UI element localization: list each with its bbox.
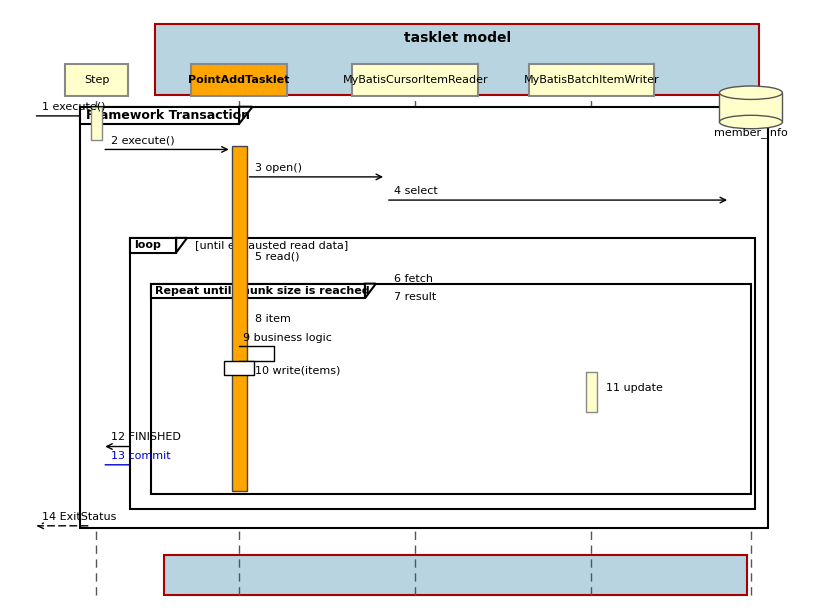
Text: 14 ExitStatus: 14 ExitStatus [42, 512, 117, 522]
Text: 11 update: 11 update [606, 384, 663, 393]
Text: member_info: member_info [714, 127, 788, 138]
Bar [224, 361, 254, 375]
Text: 5 read(): 5 read() [255, 251, 300, 261]
Bar [130, 238, 755, 509]
Text: 1 execute(): 1 execute() [42, 102, 106, 112]
Text: 4 select: 4 select [394, 186, 438, 196]
Text: 8 item: 8 item [255, 314, 291, 324]
Polygon shape [239, 107, 253, 124]
Text: MyBatisCursorItemReader: MyBatisCursorItemReader [342, 75, 488, 85]
Text: 12 FINISHED: 12 FINISHED [111, 432, 180, 442]
Text: Step: Step [84, 75, 109, 85]
Bar [151, 284, 751, 494]
Bar [232, 146, 247, 491]
Text: 3 open(): 3 open() [255, 163, 302, 173]
Bar [91, 107, 102, 140]
Text: MyBatisBatchItemWriter: MyBatisBatchItemWriter [524, 75, 659, 85]
Bar [151, 284, 365, 298]
Bar [190, 64, 287, 96]
Text: 6 fetch: 6 fetch [394, 274, 433, 284]
Bar [130, 238, 176, 253]
Bar [80, 107, 239, 124]
Text: PointAddTasklet: PointAddTasklet [189, 75, 289, 85]
Text: Framework Transaction: Framework Transaction [86, 109, 250, 122]
Bar [719, 93, 782, 122]
Bar [586, 372, 597, 412]
Text: 13 commit: 13 commit [111, 451, 170, 461]
Text: loop: loop [134, 240, 161, 250]
Text: 7 result: 7 result [394, 292, 436, 302]
Text: 2 execute(): 2 execute() [111, 135, 175, 145]
Bar [80, 107, 768, 528]
Text: [until exhausted read data]: [until exhausted read data] [195, 240, 348, 250]
Bar [529, 64, 654, 96]
Text: tasklet model: tasklet model [404, 30, 511, 45]
Bar [155, 24, 759, 95]
Ellipse shape [719, 115, 782, 129]
Polygon shape [176, 238, 187, 253]
Text: 9 business logic: 9 business logic [243, 333, 332, 343]
Bar [164, 555, 747, 595]
Bar [352, 64, 478, 96]
Polygon shape [365, 284, 376, 298]
Bar [65, 64, 128, 96]
Text: Repeat until chunk size is reached: Repeat until chunk size is reached [155, 286, 370, 296]
Ellipse shape [719, 86, 782, 99]
Text: 10 write(items): 10 write(items) [255, 365, 341, 375]
